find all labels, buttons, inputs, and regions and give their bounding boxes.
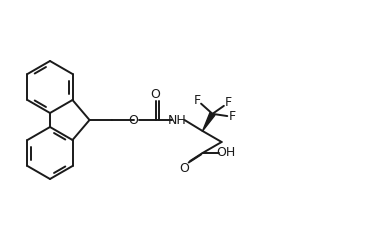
- Text: O: O: [128, 114, 138, 126]
- Text: F: F: [224, 96, 231, 109]
- Text: OH: OH: [216, 146, 235, 160]
- Text: F: F: [193, 94, 201, 107]
- Text: O: O: [179, 162, 189, 174]
- Text: F: F: [229, 110, 236, 122]
- Polygon shape: [203, 112, 215, 131]
- Text: O: O: [150, 88, 160, 101]
- Text: NH: NH: [168, 114, 187, 126]
